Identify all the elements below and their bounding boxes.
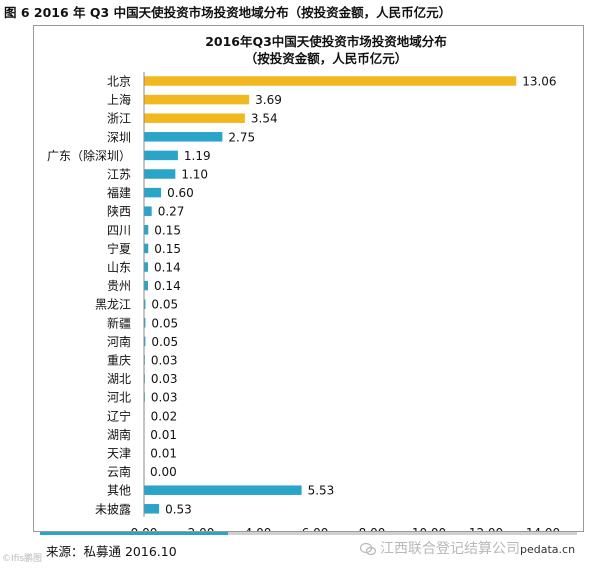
bar xyxy=(144,225,149,235)
category-label: 云南 xyxy=(107,464,131,479)
bar xyxy=(144,169,176,179)
category-label: 重庆 xyxy=(107,354,131,368)
x-tick-label: 10.00 xyxy=(412,526,446,531)
category-label: 湖北 xyxy=(107,371,131,386)
value-label: 2.75 xyxy=(228,130,255,144)
chart-title: 2016年Q3中国天使投资市场投资地域分布 xyxy=(205,34,447,49)
x-tick-label: 12.00 xyxy=(469,526,503,531)
watermark-url: pedata.cn xyxy=(520,543,576,556)
value-label: 0.15 xyxy=(154,223,181,237)
value-label: 0.05 xyxy=(151,316,178,330)
bar xyxy=(144,280,148,291)
value-label: 3.54 xyxy=(251,112,278,126)
value-label: 0.27 xyxy=(158,205,185,219)
bar xyxy=(144,132,223,142)
category-label: 上海 xyxy=(107,92,131,107)
bar xyxy=(144,243,149,254)
bar xyxy=(144,187,162,198)
bar xyxy=(144,150,178,161)
bar xyxy=(144,262,148,272)
bar xyxy=(144,206,152,216)
category-label: 江苏 xyxy=(107,168,131,182)
category-label: 福建 xyxy=(107,185,131,200)
value-label: 0.53 xyxy=(165,502,192,516)
bar xyxy=(144,94,250,105)
value-label: 0.14 xyxy=(154,279,181,293)
category-label: 河南 xyxy=(107,334,131,349)
category-label: 天津 xyxy=(107,447,131,461)
source-note: 来源：私募通 2016.10 xyxy=(46,544,177,559)
category-label: 贵州 xyxy=(107,279,131,293)
category-label: 未披露 xyxy=(95,502,131,516)
value-label: 0.60 xyxy=(167,186,194,200)
bar xyxy=(144,318,146,328)
value-label: 13.06 xyxy=(522,75,556,89)
value-label: 0.14 xyxy=(154,261,181,275)
category-label: 宁夏 xyxy=(107,241,131,256)
chart-subtitle: （按投资金额，人民币亿元） xyxy=(245,51,408,66)
bar xyxy=(144,113,245,123)
x-tick-label: 2.00 xyxy=(188,526,215,531)
value-label: 0.03 xyxy=(151,372,178,386)
value-label: 1.19 xyxy=(184,149,211,163)
watermark-company: 江西联合登记结算公司 xyxy=(380,541,520,557)
x-tick-label: 8.00 xyxy=(359,526,386,531)
category-label: 黑龙江 xyxy=(95,298,131,312)
bottom-progress-fill xyxy=(40,532,228,535)
value-label: 0.15 xyxy=(154,242,181,256)
bar xyxy=(144,485,302,495)
value-label: 0.05 xyxy=(151,335,178,349)
category-label: 广东（除深圳） xyxy=(47,148,131,163)
category-label: 辽宁 xyxy=(107,408,131,423)
figure-caption: 图 6 2016 年 Q3 中国天使投资市场投资地域分布（按投资金额，人民币亿元… xyxy=(4,5,452,20)
category-label: 山东 xyxy=(107,261,131,275)
bar xyxy=(144,504,160,514)
category-label: 四川 xyxy=(107,223,131,237)
bar-chart: 2016年Q3中国天使投资市场投资地域分布 （按投资金额，人民币亿元） 北京 13… xyxy=(47,34,560,531)
value-label: 0.03 xyxy=(151,354,178,368)
value-label: 1.10 xyxy=(181,168,208,182)
category-label: 河北 xyxy=(107,391,131,405)
value-label: 0.01 xyxy=(150,428,177,442)
value-label: 0.05 xyxy=(151,298,178,312)
value-label: 0.02 xyxy=(151,409,178,423)
value-label: 0.01 xyxy=(150,447,177,461)
chat-bubble-icon xyxy=(360,542,376,556)
bar xyxy=(144,299,146,309)
category-label: 浙江 xyxy=(107,112,131,126)
x-tick-label: 6.00 xyxy=(302,526,329,531)
value-label: 0.00 xyxy=(150,465,177,479)
category-label: 其他 xyxy=(107,484,131,498)
value-label: 0.03 xyxy=(151,391,178,405)
watermark-right: 江西联合登记结算公司pedata.cn xyxy=(360,538,575,558)
bottom-progress-strip xyxy=(40,532,577,535)
x-tick-label: 14.00 xyxy=(526,526,560,531)
bar xyxy=(144,76,517,86)
x-tick-label: 0.00 xyxy=(131,526,158,531)
bar xyxy=(144,336,146,347)
watermark-left: ©Ifis鹏图 xyxy=(2,554,43,564)
chart-frame: 2016年Q3中国天使投资市场投资地域分布 （按投资金额，人民币亿元） 北京 13… xyxy=(33,25,584,532)
category-label: 深圳 xyxy=(107,130,131,144)
category-label: 新疆 xyxy=(107,315,131,330)
value-label: 5.53 xyxy=(308,484,335,498)
x-tick-label: 4.00 xyxy=(245,526,272,531)
category-label: 湖南 xyxy=(107,427,131,442)
category-label: 陕西 xyxy=(107,204,131,219)
value-label: 3.69 xyxy=(255,93,282,107)
category-label: 北京 xyxy=(107,75,131,89)
